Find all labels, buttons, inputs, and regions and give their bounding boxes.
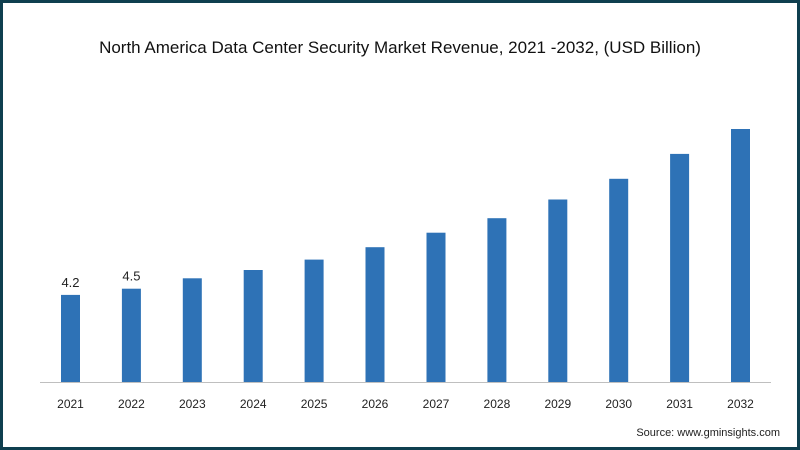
x-tick-label-2031: 2031 bbox=[666, 397, 693, 411]
bar-2025 bbox=[304, 259, 324, 382]
bar-2022 bbox=[121, 288, 141, 382]
x-tick-label-2028: 2028 bbox=[484, 397, 511, 411]
x-tick-label-2021: 2021 bbox=[57, 397, 84, 411]
bar-2021 bbox=[61, 294, 80, 382]
x-tick-label-2022: 2022 bbox=[118, 397, 145, 411]
x-tick-label-2024: 2024 bbox=[240, 397, 267, 411]
x-tick-label-2025: 2025 bbox=[301, 397, 328, 411]
bar-2032 bbox=[731, 129, 750, 382]
bar-2027 bbox=[426, 232, 446, 382]
bar-2024 bbox=[243, 270, 263, 382]
x-tick-label-2029: 2029 bbox=[544, 397, 571, 411]
bars-group bbox=[61, 129, 750, 382]
bar-2029 bbox=[548, 199, 568, 382]
data-label-2022: 4.5 bbox=[122, 269, 140, 284]
x-tick-label-2023: 2023 bbox=[179, 397, 206, 411]
x-tick-label-2030: 2030 bbox=[605, 397, 632, 411]
bar-2030 bbox=[609, 178, 629, 382]
x-tick-labels-group: 2021 2022 2023 2024 2025 2026 2027 2028 2029 2030… bbox=[57, 397, 754, 411]
x-tick-label-2027: 2027 bbox=[423, 397, 450, 411]
bar-2031 bbox=[670, 153, 690, 382]
chart-title: North America Data Center Security Marke… bbox=[99, 38, 701, 57]
data-labels-group: 4.2 4.5 bbox=[61, 269, 140, 290]
source-note: Source: www.gminsights.com bbox=[636, 427, 780, 439]
data-label-2021: 4.2 bbox=[61, 275, 79, 290]
bar-2026 bbox=[365, 247, 385, 382]
x-tick-label-2026: 2026 bbox=[362, 397, 389, 411]
bar-2023 bbox=[182, 278, 202, 382]
bar-2028 bbox=[487, 218, 507, 382]
x-tick-label-2032: 2032 bbox=[727, 397, 754, 411]
